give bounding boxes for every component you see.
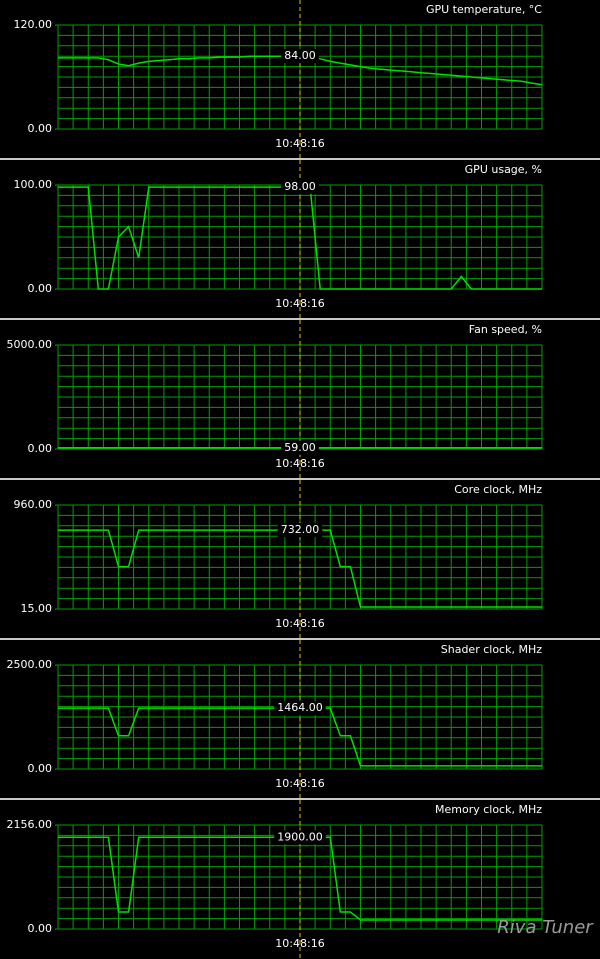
cursor-value-bg bbox=[281, 180, 319, 195]
cursor-value-bg bbox=[277, 523, 323, 538]
cursor-value-bg bbox=[274, 701, 326, 716]
y-tick-label: 5000.00 bbox=[7, 338, 53, 351]
separator bbox=[0, 798, 600, 800]
y-tick-label: 960.00 bbox=[14, 498, 53, 511]
panel-title: GPU temperature, °C bbox=[426, 3, 542, 16]
cursor-value-bg bbox=[281, 440, 319, 455]
cursor-value: 1464.00 bbox=[277, 701, 323, 714]
y-tick-label: 2500.00 bbox=[7, 658, 53, 671]
y-tick-label: 120.00 bbox=[14, 18, 53, 31]
y-tick-label: 0.00 bbox=[28, 762, 53, 775]
cursor-time: 10:48:16 bbox=[275, 777, 324, 790]
cursor-value-bg bbox=[274, 830, 326, 845]
cursor-time: 10:48:16 bbox=[275, 297, 324, 310]
panel-title: Core clock, MHz bbox=[454, 483, 542, 496]
cursor-value: 59.00 bbox=[284, 441, 316, 454]
separator bbox=[0, 318, 600, 320]
y-tick-label: 0.00 bbox=[28, 442, 53, 455]
separator bbox=[0, 638, 600, 640]
panel-title: GPU usage, % bbox=[465, 163, 542, 176]
y-tick-label: 0.00 bbox=[28, 122, 53, 135]
separator bbox=[0, 158, 600, 160]
watermark: Riva Tuner bbox=[497, 917, 594, 938]
panel-title: Memory clock, MHz bbox=[435, 803, 542, 816]
cursor-value: 98.00 bbox=[284, 180, 316, 193]
y-tick-label: 0.00 bbox=[28, 282, 53, 295]
y-tick-label: 2156.00 bbox=[7, 818, 53, 831]
cursor-time: 10:48:16 bbox=[275, 137, 324, 150]
cursor-time: 10:48:16 bbox=[275, 457, 324, 470]
cursor-time: 10:48:16 bbox=[275, 937, 324, 950]
panel-title: Fan speed, % bbox=[469, 323, 542, 336]
y-tick-label: 0.00 bbox=[28, 922, 53, 935]
cursor-value: 84.00 bbox=[284, 49, 316, 62]
separator bbox=[0, 478, 600, 480]
cursor-time: 10:48:16 bbox=[275, 617, 324, 630]
cursor-value: 732.00 bbox=[281, 523, 320, 536]
y-tick-label: 100.00 bbox=[14, 178, 53, 191]
cursor-value-bg bbox=[281, 49, 319, 64]
y-tick-label: 15.00 bbox=[21, 602, 53, 615]
panel-title: Shader clock, MHz bbox=[441, 643, 542, 656]
cursor-value: 1900.00 bbox=[277, 830, 323, 843]
